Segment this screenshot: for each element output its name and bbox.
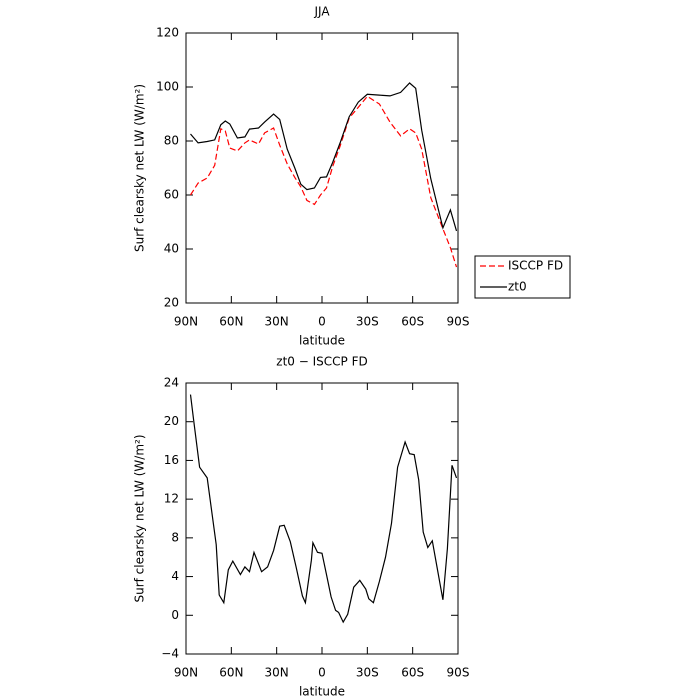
data-line — [189, 95, 458, 268]
x-axis-label: latitude — [299, 685, 345, 699]
legend-box — [474, 255, 571, 299]
data-line — [190, 82, 458, 232]
x-tick-label: 90S — [447, 315, 470, 329]
y-tick-label: 120 — [156, 26, 179, 40]
y-tick-label: 12 — [164, 492, 179, 506]
x-tick-label: 0 — [318, 666, 326, 680]
x-tick-label: 90N — [174, 315, 198, 329]
y-tick-label: 60 — [164, 188, 179, 202]
x-tick-label: 30N — [265, 315, 289, 329]
chart-title: zt0 − ISCCP FD — [276, 355, 367, 369]
x-tick-label: 0 — [318, 315, 326, 329]
x-tick-label: 60N — [219, 666, 243, 680]
legend-label: ISCCP FD — [508, 259, 563, 273]
legend-label: zt0 — [508, 280, 527, 294]
x-tick-label: 30N — [265, 666, 289, 680]
y-axis-label: Surf clearsky net LW (W/m²) — [133, 84, 147, 252]
x-tick-label: 30S — [356, 666, 379, 680]
y-tick-label: 40 — [164, 242, 179, 256]
x-tick-label: 30S — [356, 315, 379, 329]
y-tick-label: 20 — [164, 414, 179, 428]
y-tick-label: 0 — [171, 608, 179, 622]
x-tick-label: 60S — [401, 315, 424, 329]
x-axis-label: latitude — [299, 334, 345, 348]
x-tick-label: 60S — [401, 666, 424, 680]
x-tick-label: 60N — [219, 315, 243, 329]
y-tick-label: 4 — [171, 569, 179, 583]
y-tick-label: 8 — [171, 530, 179, 544]
plot-frame — [185, 32, 459, 304]
data-line — [189, 394, 458, 624]
plot-frame — [185, 382, 459, 655]
y-tick-label: 16 — [164, 453, 179, 467]
y-tick-label: 20 — [164, 296, 179, 310]
y-tick-label: −4 — [161, 647, 179, 661]
y-tick-label: 80 — [164, 134, 179, 148]
y-tick-label: 100 — [156, 80, 179, 94]
x-tick-label: 90N — [174, 666, 198, 680]
y-tick-label: 24 — [164, 376, 179, 390]
y-axis-label: Surf clearsky net LW (W/m²) — [133, 434, 147, 602]
x-tick-label: 90S — [447, 666, 470, 680]
chart-title: JJA — [313, 5, 330, 19]
